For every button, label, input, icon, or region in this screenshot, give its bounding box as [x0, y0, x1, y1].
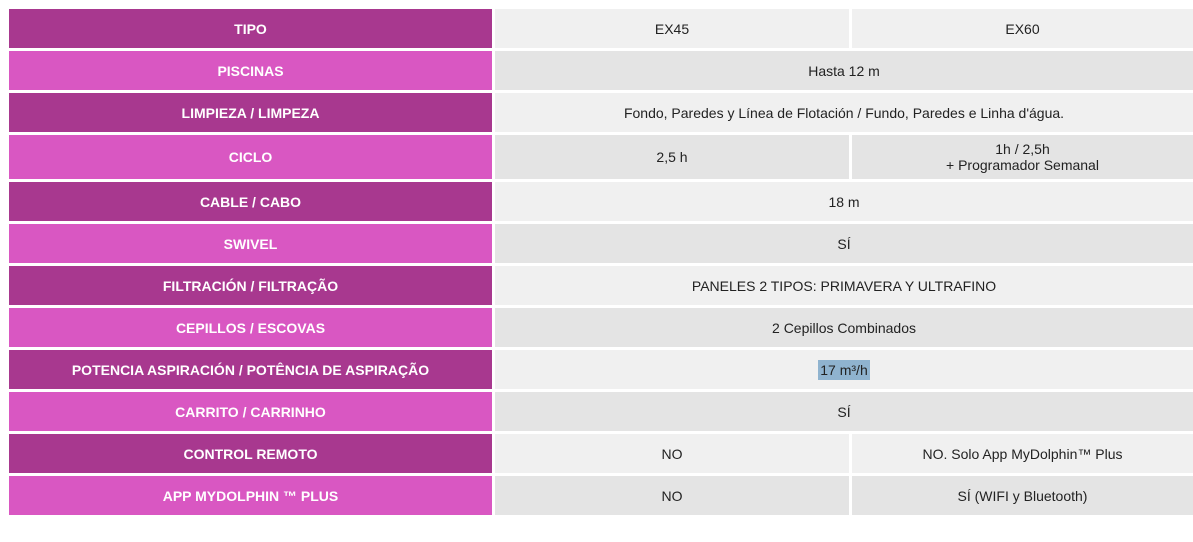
row-label: APP MYDOLPHIN ™ PLUS	[9, 476, 492, 515]
table-row-swivel: SWIVEL SÍ	[9, 224, 1193, 263]
spec-table: TIPO EX45 EX60 PISCINAS Hasta 12 m LIMPI…	[6, 6, 1193, 518]
cell-value: SÍ	[495, 392, 1193, 431]
cell-value: 18 m	[495, 182, 1193, 221]
cell-value: 17 m³/h	[495, 350, 1193, 389]
row-label: TIPO	[9, 9, 492, 48]
table-row-potencia: POTENCIA ASPIRACIÓN / POTÊNCIA DE ASPIRA…	[9, 350, 1193, 389]
cell-ex60: NO. Solo App MyDolphin™ Plus	[852, 434, 1193, 473]
row-label: CONTROL REMOTO	[9, 434, 492, 473]
cell-line: 1h / 2,5h	[995, 141, 1050, 157]
table-row-app: APP MYDOLPHIN ™ PLUS NO SÍ (WIFI y Bluet…	[9, 476, 1193, 515]
table-row-piscinas: PISCINAS Hasta 12 m	[9, 51, 1193, 90]
cell-line: + Programador Semanal	[946, 157, 1099, 173]
row-label: CEPILLOS / ESCOVAS	[9, 308, 492, 347]
highlighted-text[interactable]: 17 m³/h	[818, 359, 870, 380]
cell-value: 2 Cepillos Combinados	[495, 308, 1193, 347]
cell-value: PANELES 2 TIPOS: PRIMAVERA Y ULTRAFINO	[495, 266, 1193, 305]
table-row-ciclo: CICLO 2,5 h 1h / 2,5h + Programador Sema…	[9, 135, 1193, 179]
row-label: CICLO	[9, 135, 492, 179]
spec-table-container: TIPO EX45 EX60 PISCINAS Hasta 12 m LIMPI…	[6, 6, 1193, 518]
cell-value: SÍ	[495, 224, 1193, 263]
table-row-carrito: CARRITO / CARRINHO SÍ	[9, 392, 1193, 431]
cell-ex60: EX60	[852, 9, 1193, 48]
table-row-control-remoto: CONTROL REMOTO NO NO. Solo App MyDolphin…	[9, 434, 1193, 473]
cell-ex45: 2,5 h	[495, 135, 849, 179]
row-label: LIMPIEZA / LIMPEZA	[9, 93, 492, 132]
cell-ex45: NO	[495, 434, 849, 473]
cell-ex45: EX45	[495, 9, 849, 48]
row-label: POTENCIA ASPIRACIÓN / POTÊNCIA DE ASPIRA…	[9, 350, 492, 389]
cell-ex60: 1h / 2,5h + Programador Semanal	[852, 135, 1193, 179]
cell-ex45: NO	[495, 476, 849, 515]
cell-value: Hasta 12 m	[495, 51, 1193, 90]
table-row-filtracion: FILTRACIÓN / FILTRAÇÃO PANELES 2 TIPOS: …	[9, 266, 1193, 305]
table-row-cable: CABLE / CABO 18 m	[9, 182, 1193, 221]
table-row-cepillos: CEPILLOS / ESCOVAS 2 Cepillos Combinados	[9, 308, 1193, 347]
table-row-limpieza: LIMPIEZA / LIMPEZA Fondo, Paredes y Líne…	[9, 93, 1193, 132]
cell-ex60: SÍ (WIFI y Bluetooth)	[852, 476, 1193, 515]
row-label: CABLE / CABO	[9, 182, 492, 221]
row-label: PISCINAS	[9, 51, 492, 90]
row-label: SWIVEL	[9, 224, 492, 263]
row-label: FILTRACIÓN / FILTRAÇÃO	[9, 266, 492, 305]
row-label: CARRITO / CARRINHO	[9, 392, 492, 431]
cell-value: Fondo, Paredes y Línea de Flotación / Fu…	[495, 93, 1193, 132]
table-row-tipo: TIPO EX45 EX60	[9, 9, 1193, 48]
